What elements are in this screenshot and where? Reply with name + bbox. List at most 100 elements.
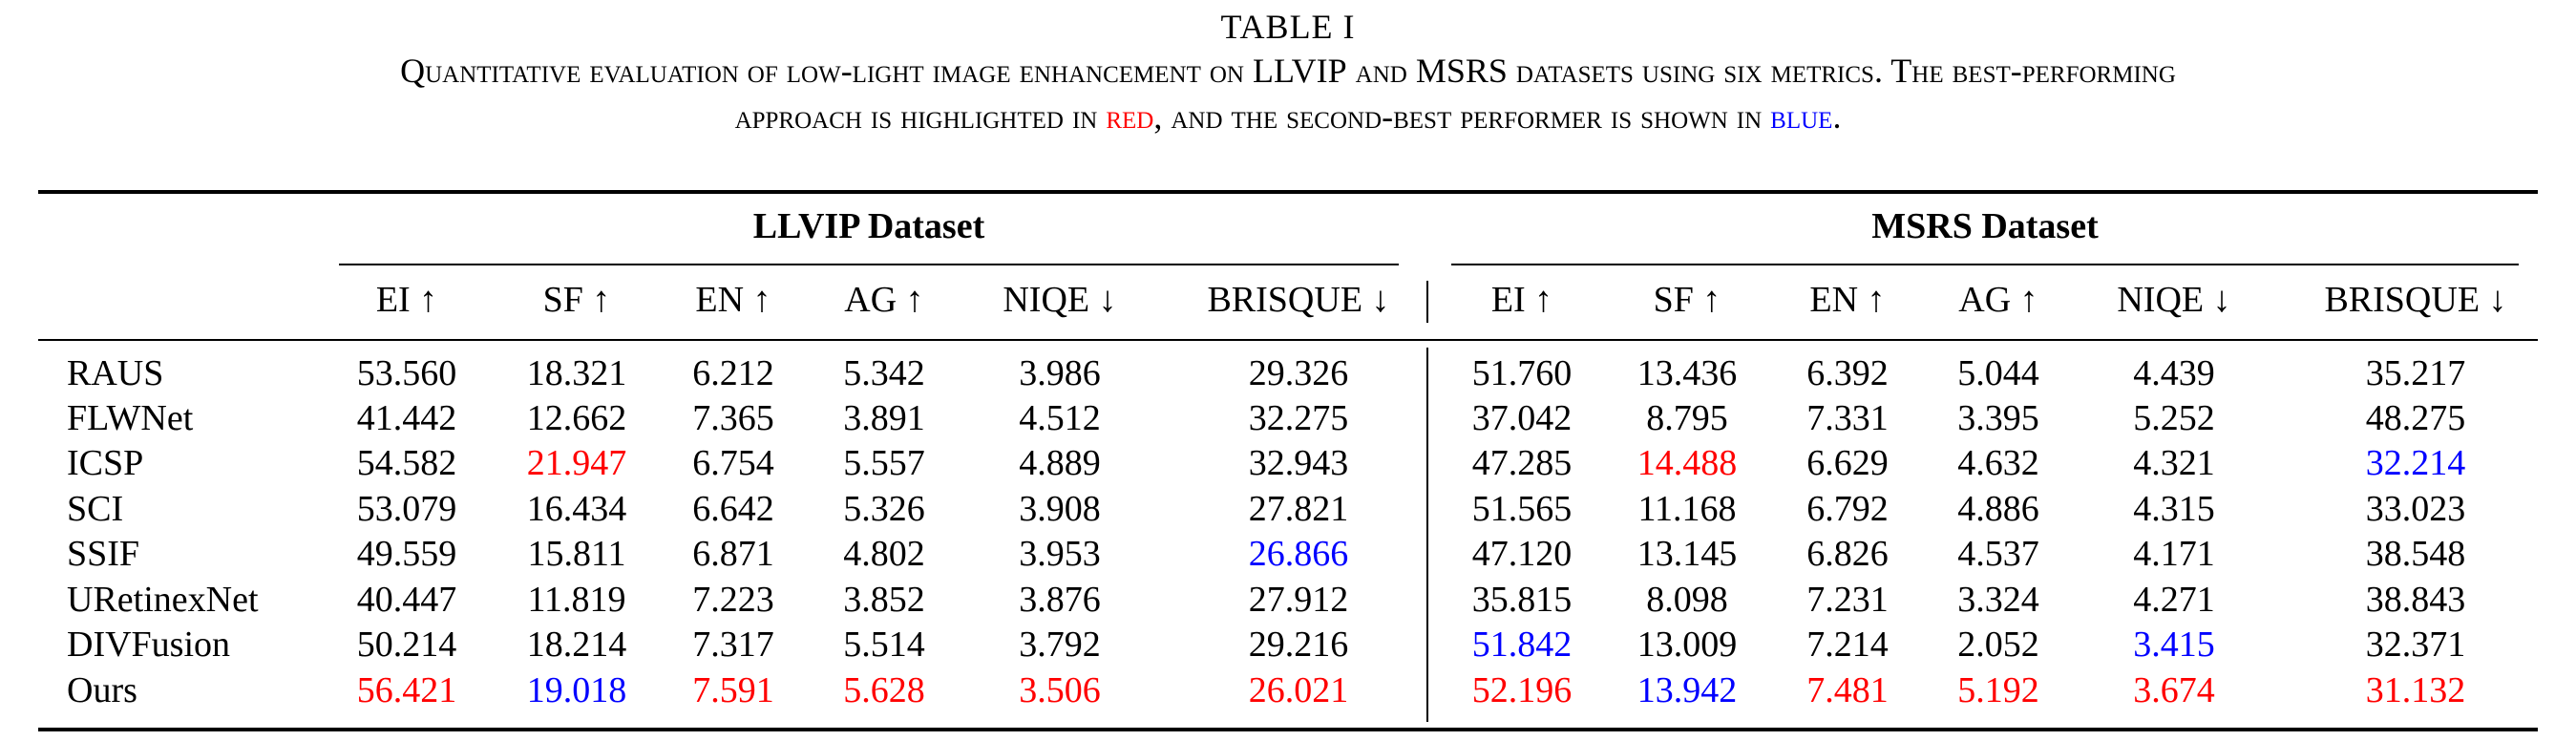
table-cell: 29.216: [1248, 625, 1349, 665]
table-cell: 6.392: [1806, 353, 1889, 393]
table-cell: 7.365: [692, 398, 774, 438]
caption-text: approach is highlighted in: [734, 97, 1107, 136]
column-header-llvip-1: SF ↑: [542, 280, 611, 320]
table-cell: 11.168: [1637, 489, 1737, 529]
table-cell: 7.214: [1806, 625, 1889, 665]
table-cell: 4.632: [1957, 443, 2039, 483]
column-header-llvip-0: EI ↑: [375, 280, 438, 320]
table-cell: 32.214: [2365, 443, 2466, 483]
table-cell: 7.317: [692, 625, 774, 665]
table-cell: 51.565: [1471, 489, 1573, 529]
table-cell: 4.886: [1957, 489, 2039, 529]
caption-text: uantitative evaluation of low-light imag…: [425, 52, 1253, 90]
group-underline-msrs: [1451, 264, 2519, 265]
column-header-msrs-5: BRISQUE ↓: [2324, 280, 2507, 320]
table-cell: 41.442: [356, 398, 457, 438]
table-cell: 13.145: [1636, 534, 1738, 574]
table-cell: 7.481: [1806, 670, 1889, 710]
method-name: DIVFusion: [67, 625, 231, 665]
caption-text-blue: blue: [1770, 97, 1833, 136]
caption-text: LLVIP: [1252, 52, 1347, 90]
method-name: RAUS: [67, 353, 164, 393]
table-cell: 12.662: [526, 398, 627, 438]
header-column-separator: [1426, 281, 1428, 323]
table-cell: 7.231: [1806, 580, 1889, 620]
column-header-llvip-2: EN ↑: [695, 280, 771, 320]
table-cell: 7.331: [1806, 398, 1889, 438]
table-cell: 15.811: [527, 534, 626, 574]
caption-text: .: [1832, 97, 1842, 136]
table-cell: 18.321: [526, 353, 627, 393]
table-cell: 5.192: [1957, 670, 2039, 710]
table-cell: 35.217: [2365, 353, 2466, 393]
column-header-llvip-3: AG ↑: [844, 280, 924, 320]
table-cell: 48.275: [2365, 398, 2466, 438]
table-cell: 37.042: [1471, 398, 1573, 438]
table-cell: 38.548: [2365, 534, 2466, 574]
table-cell: 3.908: [1019, 489, 1101, 529]
table-cell: 5.514: [843, 625, 925, 665]
table-cell: 51.760: [1471, 353, 1573, 393]
method-name: SSIF: [67, 534, 140, 574]
table-cell: 3.324: [1957, 580, 2039, 620]
table-cell: 7.591: [692, 670, 774, 710]
method-name: Ours: [67, 670, 137, 710]
table-cell: 56.421: [356, 670, 457, 710]
table-cell: 6.754: [692, 443, 774, 483]
table-cell: 21.947: [526, 443, 627, 483]
table-cell: 52.196: [1471, 670, 1573, 710]
table-cell: 6.629: [1806, 443, 1889, 483]
table-cell: 5.044: [1957, 353, 2039, 393]
table-cell: 18.214: [526, 625, 627, 665]
caption-text: MSRS: [1415, 52, 1508, 90]
table-cell: 27.821: [1248, 489, 1349, 529]
table-cell: 6.871: [692, 534, 774, 574]
column-header-llvip-5: BRISQUE ↓: [1207, 280, 1390, 320]
table-cell: 4.889: [1019, 443, 1101, 483]
method-name: ICSP: [67, 443, 144, 483]
method-name: SCI: [67, 489, 124, 529]
column-header-msrs-3: AG ↑: [1958, 280, 2038, 320]
table-cell: 6.792: [1806, 489, 1889, 529]
table-cell: 5.628: [843, 670, 925, 710]
method-name: URetinexNet: [67, 580, 259, 620]
table-cell: 3.506: [1019, 670, 1101, 710]
table-cell: 53.560: [356, 353, 457, 393]
table-cell: 4.439: [2133, 353, 2215, 393]
table-cell: 53.079: [356, 489, 457, 529]
table-cell: 5.342: [843, 353, 925, 393]
table-caption-line-1: Quantitative evaluation of low-light ima…: [38, 53, 2538, 88]
table-cell: 40.447: [356, 580, 457, 620]
table-cell: 14.488: [1636, 443, 1738, 483]
table-cell: 3.395: [1957, 398, 2039, 438]
table-cell: 8.098: [1646, 580, 1728, 620]
table-bottom-rule: [38, 728, 2538, 731]
table-cell: 27.912: [1248, 580, 1349, 620]
table-cell: 19.018: [526, 670, 627, 710]
column-header-msrs-0: EI ↑: [1490, 280, 1553, 320]
table-cell: 47.285: [1471, 443, 1573, 483]
table-cell: 3.792: [1019, 625, 1101, 665]
caption-text: . T: [1873, 52, 1912, 90]
caption-text: and: [1346, 52, 1416, 90]
table-cell: 6.826: [1806, 534, 1889, 574]
table-cell: 16.434: [526, 489, 627, 529]
table-cell: 26.021: [1248, 670, 1349, 710]
table-caption-line-2: approach is highlighted in red, and the …: [38, 99, 2538, 134]
table-cell: 32.943: [1248, 443, 1349, 483]
caption-text: he best-performing: [1911, 52, 2176, 90]
table-cell: 7.223: [692, 580, 774, 620]
table-cell: 51.842: [1471, 625, 1573, 665]
table-cell: 2.052: [1957, 625, 2039, 665]
group-title-llvip: LLVIP Dataset: [752, 206, 985, 246]
table-cell: 49.559: [356, 534, 457, 574]
table-cell: 47.120: [1471, 534, 1573, 574]
table-cell: 6.212: [692, 353, 774, 393]
table-cell: 6.642: [692, 489, 774, 529]
table-cell: 13.942: [1636, 670, 1738, 710]
table-label: TABLE I: [1220, 8, 1356, 46]
table-cell: 29.326: [1248, 353, 1349, 393]
body-column-separator: [1426, 348, 1428, 722]
column-header-msrs-4: NIQE ↓: [2117, 280, 2231, 320]
column-header-msrs-2: EN ↑: [1809, 280, 1886, 320]
